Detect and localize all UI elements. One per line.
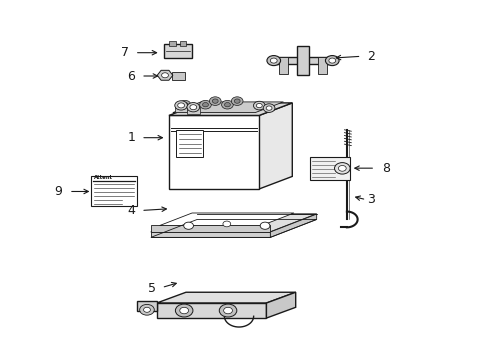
Circle shape [143,307,150,312]
Circle shape [223,221,230,227]
Circle shape [223,307,232,314]
Text: 4: 4 [127,204,135,217]
Circle shape [231,97,243,105]
Polygon shape [168,41,175,45]
Circle shape [219,304,236,317]
Polygon shape [168,116,259,189]
Circle shape [224,103,230,107]
FancyBboxPatch shape [176,130,203,157]
Circle shape [174,101,187,110]
Text: 3: 3 [366,193,374,206]
Polygon shape [151,214,316,232]
Polygon shape [259,103,292,189]
Circle shape [202,103,208,107]
Circle shape [212,99,218,103]
Circle shape [234,99,240,103]
Polygon shape [172,102,283,113]
Polygon shape [163,44,192,58]
Circle shape [180,307,188,314]
Circle shape [325,55,338,66]
Polygon shape [159,213,293,226]
Text: 2: 2 [366,50,374,63]
Circle shape [334,163,349,174]
Text: 9: 9 [54,185,62,198]
Circle shape [209,97,221,105]
Polygon shape [91,176,137,206]
Circle shape [183,222,193,229]
Text: 5: 5 [147,282,156,295]
Circle shape [175,304,193,317]
Circle shape [328,58,335,63]
Polygon shape [310,157,349,180]
Circle shape [189,105,196,110]
Text: 1: 1 [127,131,135,144]
Circle shape [270,58,277,63]
Text: 8: 8 [381,162,389,175]
Circle shape [265,106,271,110]
Circle shape [186,103,199,112]
Polygon shape [179,41,186,45]
Polygon shape [270,214,316,237]
Circle shape [199,100,211,109]
Circle shape [338,166,346,171]
Circle shape [179,100,190,109]
Text: —: — [113,175,118,180]
Polygon shape [157,292,295,303]
Polygon shape [174,105,187,112]
Polygon shape [317,57,327,74]
Circle shape [182,103,187,107]
Polygon shape [273,57,331,64]
Circle shape [263,104,274,112]
Circle shape [221,100,233,109]
Polygon shape [171,72,184,80]
Polygon shape [137,301,157,311]
Polygon shape [151,225,270,232]
Polygon shape [168,103,292,116]
Text: 6: 6 [127,69,135,82]
Text: 7: 7 [121,46,129,59]
Text: Attent: Attent [94,175,113,180]
Circle shape [161,73,168,78]
Polygon shape [297,46,308,75]
Circle shape [177,103,184,108]
Circle shape [140,305,154,315]
Polygon shape [278,57,288,74]
Circle shape [253,101,264,110]
Circle shape [256,103,262,108]
Circle shape [266,55,280,66]
Polygon shape [157,303,266,318]
Polygon shape [186,107,199,114]
Polygon shape [266,292,295,318]
Circle shape [260,222,269,229]
Polygon shape [151,232,270,237]
